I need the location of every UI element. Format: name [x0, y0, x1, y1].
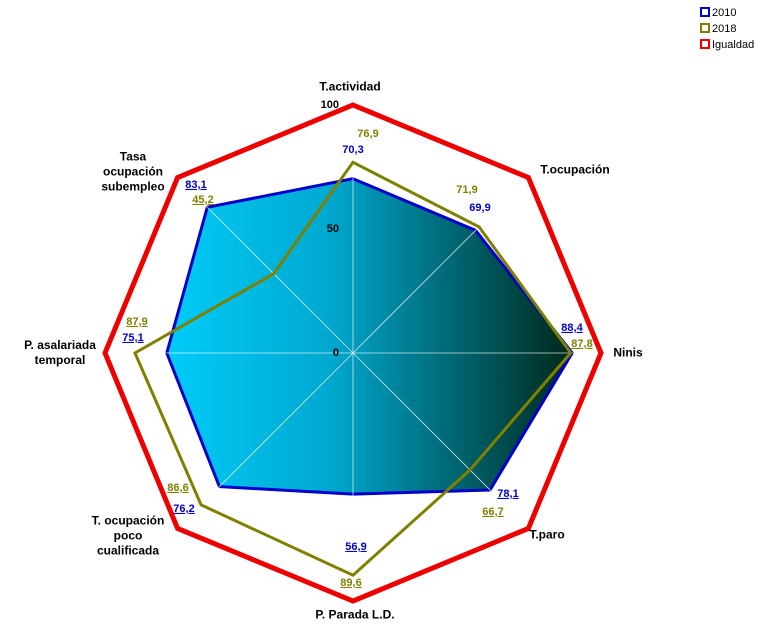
legend-label: 2010 — [712, 7, 737, 19]
axis-label: T.ocupación — [540, 162, 610, 177]
data-label: 86,6 — [167, 482, 188, 494]
axis-label: P. Parada L.D. — [315, 607, 395, 622]
data-label: 87,8 — [571, 338, 592, 350]
legend-label: Igualdad — [712, 39, 755, 51]
data-label: 66,7 — [482, 506, 503, 518]
data-label: 69,9 — [469, 202, 490, 214]
series-igualdad — [102, 102, 604, 604]
data-label: 88,4 — [561, 322, 583, 334]
data-label: 56,9 — [345, 541, 366, 553]
spoke — [352, 352, 529, 529]
axis-label: Tasa ocupación subempleo — [101, 149, 165, 194]
data-label: 70,3 — [342, 144, 363, 156]
data-label: 75,1 — [122, 332, 143, 344]
data-label: 76,9 — [357, 128, 378, 140]
tick-label: 100 — [321, 99, 339, 111]
legend-swatch — [700, 39, 710, 49]
legend-entry: 2018 — [700, 23, 736, 35]
axis-label: T. ocupación poco cualificada — [91, 513, 165, 558]
data-label: 45,2 — [192, 194, 213, 206]
series-2018 — [133, 160, 573, 577]
data-label: 87,9 — [126, 316, 147, 328]
legend-entry: Igualdad — [700, 39, 754, 51]
axis-label: T.paro — [529, 527, 565, 542]
spoke — [177, 352, 354, 529]
tick-label: 0 — [333, 347, 339, 359]
tick-label: 50 — [327, 223, 339, 235]
axis-label: Ninis — [613, 345, 643, 360]
legend-swatch — [700, 7, 710, 17]
legend-entry: 2010 — [700, 7, 736, 19]
axis-label: T.actividad — [319, 79, 381, 94]
data-label: 83,1 — [185, 179, 206, 191]
legend-swatch — [700, 23, 710, 33]
data-label: 76,2 — [173, 503, 194, 515]
data-label: 78,1 — [497, 488, 518, 500]
data-label: 89,6 — [340, 577, 361, 589]
axis-label: P. asalariada temporal — [24, 338, 96, 367]
spoke — [352, 177, 529, 354]
data-label: 71,9 — [456, 184, 477, 196]
legend-label: 2018 — [712, 23, 737, 35]
spoke — [177, 177, 354, 354]
